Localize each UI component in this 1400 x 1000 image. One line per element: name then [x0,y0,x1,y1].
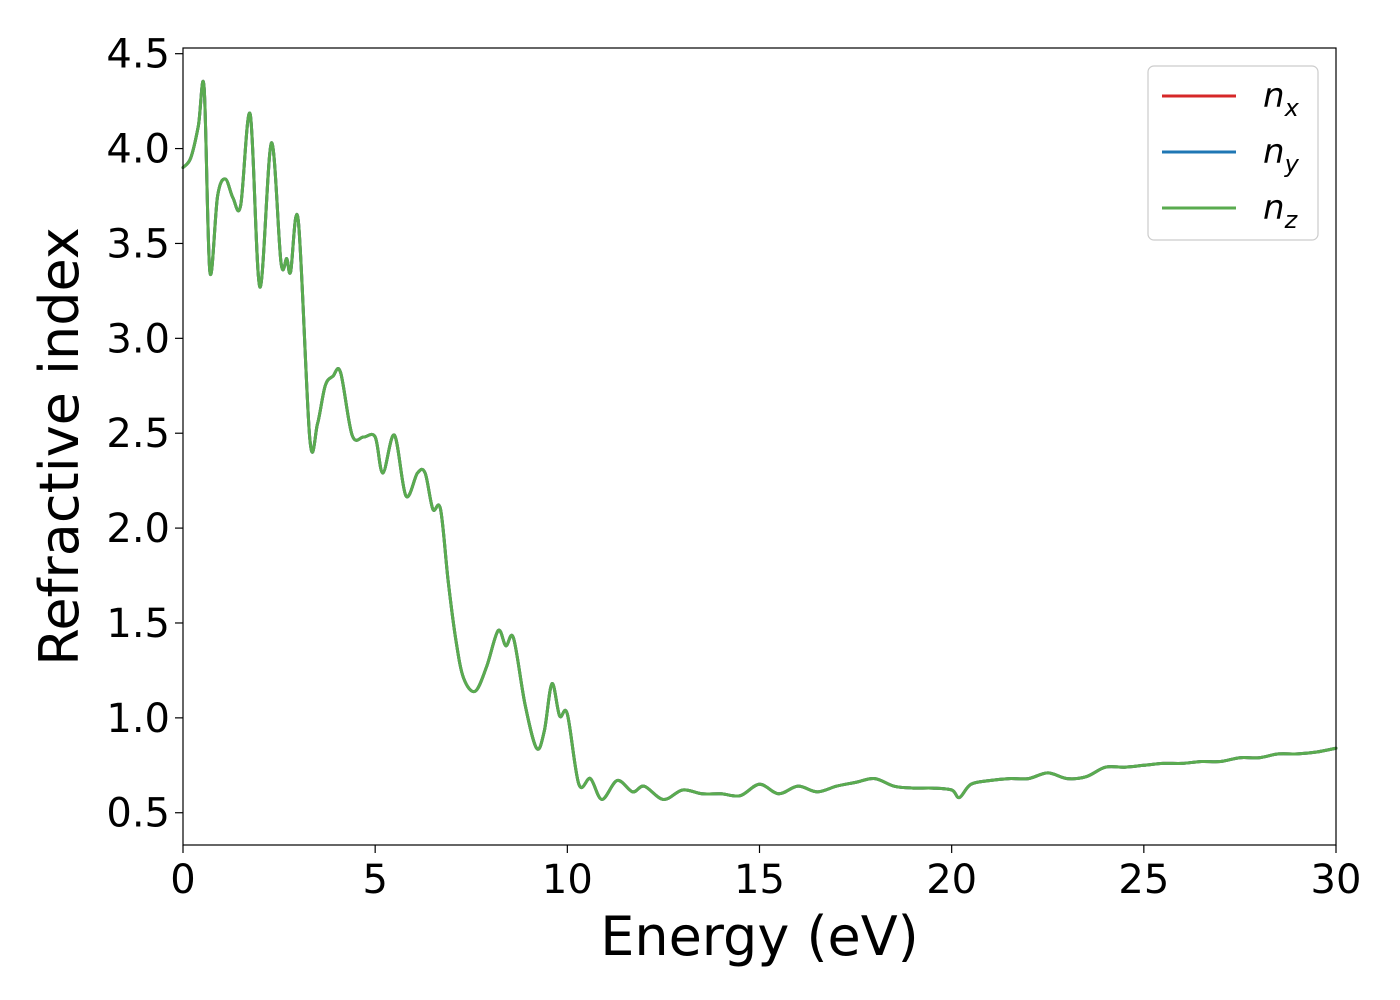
x-tick-label: 25 [1118,857,1169,903]
y-tick-label: 1.0 [106,696,170,742]
y-tick-label: 4.0 [106,127,170,173]
x-tick-label: 30 [1311,857,1362,903]
x-axis-title: Energy (eV) [600,905,919,968]
series-layer [181,79,1338,801]
y-tick-label: 3.5 [106,221,170,267]
y-tick-label: 2.5 [106,411,170,457]
y-tick-label: 3.0 [106,316,170,362]
x-tick-label: 0 [170,857,195,903]
x-axis: 0 5 10 15 20 25 30 [170,845,1361,903]
x-tick-label: 20 [926,857,977,903]
plot-background [183,48,1336,845]
legend-label: ny [1263,132,1300,178]
y-axis: 0.5 1.0 1.5 2.0 2.5 3.0 3.5 4.0 4.5 [106,32,183,837]
x-tick-label: 10 [542,857,593,903]
y-tick-label: 4.5 [106,32,170,78]
y-axis-title: Refractive index [28,227,91,666]
x-tick-label: 15 [734,857,785,903]
x-tick-label: 5 [362,857,387,903]
y-tick-label: 2.0 [106,506,170,552]
y-tick-label: 1.5 [106,601,170,647]
y-tick-label: 0.5 [106,791,170,837]
series-line-3 [181,79,1338,801]
